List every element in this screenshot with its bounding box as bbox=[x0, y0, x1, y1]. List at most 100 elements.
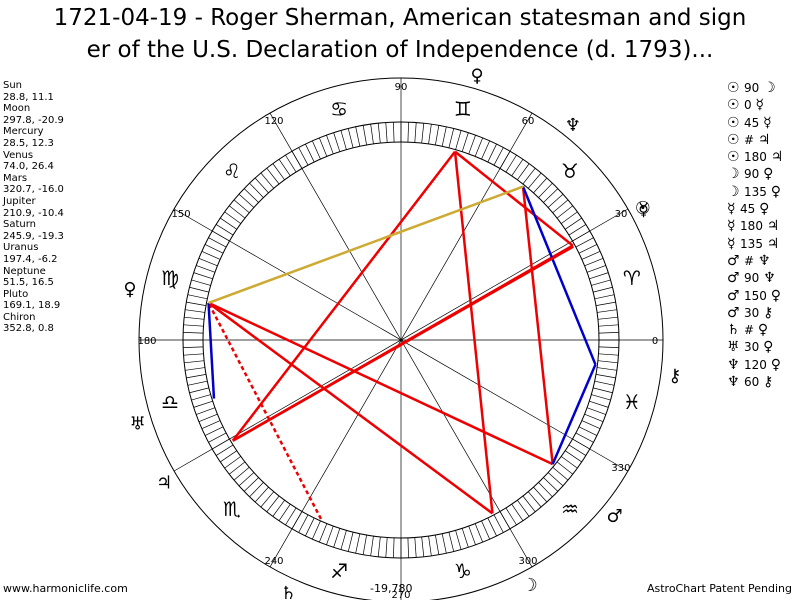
aspect-line bbox=[521, 186, 554, 465]
degree-tick bbox=[505, 154, 517, 173]
degree-tick bbox=[355, 533, 361, 554]
degree-tick bbox=[547, 472, 564, 487]
aspect-row: ☿ 135 ♃ bbox=[727, 236, 783, 253]
degree-tick bbox=[186, 374, 207, 379]
degree-tick bbox=[201, 420, 221, 429]
degree-tick bbox=[298, 147, 309, 166]
planet-name: Venus bbox=[3, 149, 34, 161]
footer-website[interactable]: www.harmoniclife.com bbox=[3, 582, 128, 595]
degree-tick bbox=[560, 456, 578, 469]
aspect-row: ♄ # ♀ bbox=[727, 322, 783, 339]
degree-tick bbox=[493, 147, 504, 166]
aspect-line bbox=[453, 151, 494, 514]
degree-tick bbox=[543, 477, 559, 492]
degree-tick bbox=[468, 525, 476, 545]
aspect-angle: 60 bbox=[744, 375, 764, 390]
degree-label: 270 bbox=[391, 590, 410, 600]
planet-glyph-icon: ⚷ bbox=[668, 366, 681, 387]
aspect-angle: 45 bbox=[740, 202, 760, 217]
degree-tick bbox=[220, 217, 238, 230]
degree-tick bbox=[183, 353, 204, 356]
planet-glyph-icon: ☉ bbox=[635, 198, 651, 219]
aspect-planet-b-icon: ♃ bbox=[770, 149, 784, 166]
footer-center-value: -19,780 bbox=[370, 582, 413, 595]
aspect-list: ☉ 90 ☽ ☉ 0 ☿ ☉ 45 ☿ ☉ # ♃ ☉ 180 ♃ ☽ 90 ♀ ☽ 135… bbox=[727, 80, 783, 391]
degree-tick bbox=[189, 286, 209, 293]
planet-position: 28.8, 11.1 bbox=[3, 91, 54, 103]
planet-glyph-icon: ♅ bbox=[130, 414, 146, 435]
planet-position: 28.5, 12.3 bbox=[3, 137, 54, 149]
degree-tick bbox=[552, 199, 569, 213]
degree-tick bbox=[487, 517, 497, 537]
planet-position: 197.4, -6.2 bbox=[3, 253, 58, 265]
zodiac-sign-icon: ♌ bbox=[223, 159, 241, 183]
aspect-line bbox=[208, 301, 554, 466]
degree-tick bbox=[254, 486, 269, 503]
degree-tick bbox=[435, 125, 440, 146]
planet-position: 320.7, -16.0 bbox=[3, 184, 64, 196]
degree-tick bbox=[578, 426, 598, 436]
house-spoke bbox=[173, 208, 629, 472]
aspect-line bbox=[207, 301, 494, 515]
aspect-row: ♂ # ♆ bbox=[727, 253, 783, 270]
aspect-angle: 90 bbox=[744, 81, 764, 95]
degree-tick bbox=[593, 387, 613, 394]
degree-label: 150 bbox=[171, 209, 190, 220]
degree-tick bbox=[556, 461, 574, 475]
degree-tick bbox=[208, 237, 227, 248]
degree-tick bbox=[224, 456, 242, 469]
zodiac-sign-icon: ♋ bbox=[330, 97, 348, 121]
degree-tick bbox=[233, 467, 250, 481]
degree-tick bbox=[260, 172, 274, 189]
degree-tick bbox=[568, 224, 587, 236]
degree-tick bbox=[591, 394, 611, 401]
degree-tick bbox=[533, 177, 548, 194]
degree-tick bbox=[595, 374, 616, 379]
aspect-planet-b-icon: ♆ bbox=[763, 270, 776, 287]
degree-tick bbox=[581, 251, 601, 260]
degree-tick bbox=[187, 294, 208, 300]
aspect-planet-b-icon: ♀ bbox=[770, 287, 781, 304]
degree-tick bbox=[522, 167, 536, 185]
zodiac-sign-icon: ♓ bbox=[623, 390, 641, 414]
aspect-planet-b-icon: ♀ bbox=[757, 322, 769, 339]
degree-tick bbox=[333, 132, 341, 152]
degree-tick bbox=[333, 528, 341, 548]
aspect-row: ☉ 90 ☽ bbox=[727, 80, 783, 97]
planet-name: Mars bbox=[3, 172, 28, 184]
degree-tick bbox=[578, 244, 598, 254]
degree-label: 0 bbox=[652, 336, 658, 347]
degree-tick bbox=[493, 514, 504, 533]
degree-tick bbox=[198, 258, 218, 267]
degree-tick bbox=[584, 413, 604, 422]
degree-tick bbox=[185, 309, 205, 313]
degree-tick bbox=[340, 530, 347, 550]
aspect-row: ☉ 180 ♃ bbox=[727, 149, 783, 166]
degree-tick bbox=[184, 316, 205, 320]
degree-tick bbox=[591, 279, 611, 286]
degree-tick bbox=[560, 211, 578, 224]
degree-tick bbox=[455, 530, 462, 550]
aspect-planet-b-icon: ☿ bbox=[763, 114, 772, 131]
aspect-planet-a-icon: ♅ bbox=[727, 339, 745, 356]
aspect-row: ☉ # ♃ bbox=[727, 132, 783, 149]
degree-tick bbox=[474, 137, 483, 157]
degree-tick bbox=[543, 188, 559, 203]
aspect-angle: 90 bbox=[744, 271, 764, 286]
degree-tick bbox=[183, 332, 204, 334]
degree-tick bbox=[326, 135, 334, 155]
degree-label: 60 bbox=[522, 116, 535, 127]
aspect-line bbox=[232, 245, 574, 442]
degree-tick bbox=[204, 426, 224, 436]
degree-tick bbox=[189, 387, 209, 394]
degree-tick bbox=[586, 407, 606, 415]
title-line-2: er of the U.S. Declaration of Independen… bbox=[86, 37, 714, 63]
planet-position: 245.9, -19.3 bbox=[3, 230, 64, 242]
planet-glyph-icon: ♂ bbox=[607, 506, 623, 527]
degree-tick bbox=[215, 444, 234, 456]
aspect-angle: 150 bbox=[744, 288, 771, 303]
degree-tick bbox=[448, 128, 455, 148]
planet-name: Pluto bbox=[3, 288, 29, 300]
degree-tick bbox=[505, 507, 517, 526]
